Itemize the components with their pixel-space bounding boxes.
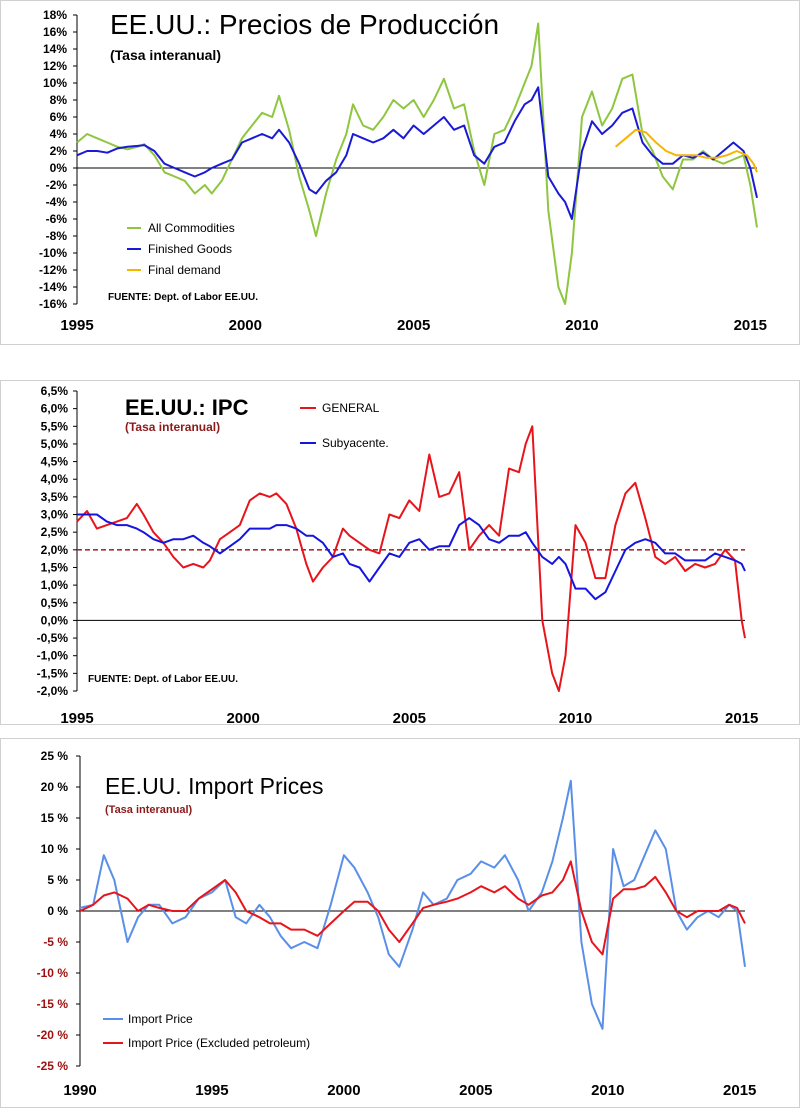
y-tick-label: -2%	[46, 178, 68, 192]
y-tick-label: -14%	[39, 280, 67, 294]
y-tick-label: -4%	[46, 195, 68, 209]
series-line-all-commodities	[76, 22, 758, 305]
legend-label-import-price-ex-petroleum: Import Price (Excluded petroleum)	[128, 1036, 310, 1050]
y-tick-label: 1,0%	[41, 578, 69, 592]
x-tick-label: 1995	[195, 1082, 228, 1099]
y-tick-label: -8%	[46, 229, 68, 243]
y-tick-label: 8%	[50, 93, 68, 107]
x-tick-label: 1990	[63, 1082, 96, 1099]
x-tick-label: 2005	[393, 710, 426, 725]
x-tick-label: 2000	[327, 1082, 360, 1099]
y-tick-label: -16%	[39, 297, 67, 311]
legend: Import Price Import Price (Excluded petr…	[103, 1012, 310, 1050]
series-line-final-demand	[614, 128, 758, 173]
y-tick-label: 3,0%	[41, 508, 69, 522]
source-note: FUENTE: Dept. of Labor EE.UU.	[88, 674, 238, 685]
legend: All Commodities Finished Goods Final dem…	[127, 221, 235, 277]
y-tick-label: 18%	[43, 8, 67, 22]
y-tick-label: -6%	[46, 212, 68, 226]
y-tick-label: 12%	[43, 59, 67, 73]
y-tick-label: 5,0%	[41, 437, 69, 451]
y-tick-label: 2,5%	[41, 525, 69, 539]
y-tick-label: -10 %	[37, 966, 69, 980]
chart-title: EE.UU.: IPC	[125, 395, 249, 420]
series-line-general	[76, 425, 746, 692]
y-tick-label: 6,5%	[41, 384, 69, 398]
chart-subtitle: (Tasa interanual)	[110, 47, 221, 63]
y-tick-label: -2,0%	[37, 684, 69, 698]
x-tick-label: 2000	[229, 317, 262, 334]
y-tick-label: 0 %	[47, 904, 68, 918]
series-line-finished-goods	[76, 86, 758, 220]
chart-import-prices: 25 % 20 % 15 % 10 % 5 % 0 % -5 % -10 % -15 % -20 …	[0, 738, 800, 1108]
x-tick-label: 2010	[565, 317, 598, 334]
y-tick-label: 5,5%	[41, 419, 69, 433]
y-tick-label: -10%	[39, 246, 67, 260]
y-tick-label: 2%	[50, 144, 68, 158]
y-tick-label: 4,5%	[41, 455, 69, 469]
x-tick-label: 2005	[459, 1082, 492, 1099]
y-tick-label: -15 %	[37, 997, 69, 1011]
x-tick-label: 2015	[734, 317, 767, 334]
chart-title: EE.UU.: Precios de Producción	[110, 9, 499, 40]
chart-title: EE.UU. Import Prices	[105, 773, 324, 799]
x-tick-label: 2005	[397, 317, 430, 334]
y-tick-label: 0,5%	[41, 596, 69, 610]
y-tick-label: 10%	[43, 76, 67, 90]
y-tick-label: -5 %	[43, 935, 68, 949]
y-tick-label: -1,0%	[37, 649, 69, 663]
y-tick-label: 2,0%	[41, 543, 69, 557]
y-tick-label: 1,5%	[41, 560, 69, 574]
y-tick-label: 10 %	[41, 842, 69, 856]
y-tick-label: 0,0%	[41, 613, 69, 627]
legend-label-final-demand: Final demand	[148, 263, 221, 277]
legend-label-import-price: Import Price	[128, 1012, 193, 1026]
y-tick-label: 4,0%	[41, 472, 69, 486]
series-line-subyacente	[77, 513, 746, 601]
chart-subtitle: (Tasa interanual)	[125, 420, 220, 434]
y-tick-label: 16%	[43, 25, 67, 39]
x-tick-label: 2010	[559, 710, 592, 725]
y-tick-label: -1,5%	[37, 666, 69, 680]
chart-frame	[0, 380, 800, 725]
legend-label-subyacente: Subyacente.	[322, 436, 389, 450]
y-tick-label: 6%	[50, 110, 68, 124]
y-tick-label: -25 %	[37, 1059, 69, 1073]
y-tick-label: 4%	[50, 127, 68, 141]
y-tick-label: 0%	[50, 161, 68, 175]
y-tick-label: 20 %	[41, 780, 69, 794]
y-tick-label: 5 %	[47, 873, 68, 887]
y-tick-label: 15 %	[41, 811, 69, 825]
x-tick-label: 1995	[60, 710, 93, 725]
legend-label-general: GENERAL	[322, 401, 380, 415]
chart-precios-produccion: 18% 16% 14% 12% 10% 8% 6% 4% 2% 0% -2% -4% -6% -8% -10…	[0, 0, 800, 345]
series-line-import-price	[79, 779, 746, 1030]
series-line-import-price-excluded-petroleum	[79, 860, 746, 956]
y-tick-label: 6,0%	[41, 402, 69, 416]
y-tick-label: -0,5%	[37, 631, 69, 645]
y-tick-label: -12%	[39, 263, 67, 277]
x-tick-label: 2015	[723, 1082, 756, 1099]
chart-ipc: 6,5% 6,0% 5,5% 5,0% 4,5% 4,0% 3,5% 3,0% 2,5% 2,0%…	[0, 380, 800, 725]
legend-label-all-commodities: All Commodities	[148, 221, 235, 235]
y-tick-label: -20 %	[37, 1028, 69, 1042]
source-note: FUENTE: Dept. of Labor EE.UU.	[108, 292, 258, 303]
chart-subtitle: (Tasa interanual)	[105, 804, 193, 816]
y-tick-label: 14%	[43, 42, 67, 56]
y-tick-label: 3,5%	[41, 490, 69, 504]
x-tick-label: 2015	[725, 710, 758, 725]
x-tick-label: 2000	[226, 710, 259, 725]
legend: GENERAL Subyacente.	[300, 401, 389, 450]
legend-label-finished-goods: Finished Goods	[148, 242, 232, 256]
x-tick-label: 2010	[591, 1082, 624, 1099]
x-tick-label: 1995	[60, 317, 93, 334]
y-tick-label: 25 %	[41, 749, 69, 763]
